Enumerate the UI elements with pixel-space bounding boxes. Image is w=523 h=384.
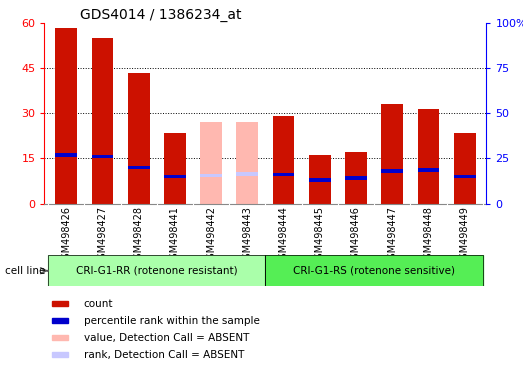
Bar [266,255,483,286]
Text: percentile rank within the sample: percentile rank within the sample [84,316,259,326]
Bar [164,133,186,204]
Bar [48,255,266,286]
Bar [454,133,475,204]
Bar [164,175,186,178]
Text: GSM498444: GSM498444 [279,206,289,265]
Bar [272,116,294,204]
Text: GSM498447: GSM498447 [387,206,397,265]
Bar [345,152,367,204]
Bar [417,109,439,204]
Bar [52,301,69,306]
Bar [200,122,222,204]
Text: GSM498441: GSM498441 [170,206,180,265]
Text: GSM498427: GSM498427 [97,206,107,265]
Text: cell line: cell line [5,266,46,276]
Text: GSM498449: GSM498449 [460,206,470,265]
Bar [266,255,483,286]
Text: GSM498446: GSM498446 [351,206,361,265]
Bar [381,104,403,204]
Bar [309,156,331,204]
Bar [48,255,266,286]
Bar [52,335,69,340]
Bar [55,28,77,204]
Bar [381,169,403,173]
Bar [55,153,77,157]
Text: GSM498442: GSM498442 [206,206,216,265]
Bar [128,166,150,169]
Bar [236,122,258,204]
Bar [345,177,367,180]
Bar [272,173,294,177]
Bar [52,353,69,357]
Text: GDS4014 / 1386234_at: GDS4014 / 1386234_at [80,8,241,22]
Bar [454,175,475,178]
Text: CRI-G1-RR (rotenone resistant): CRI-G1-RR (rotenone resistant) [76,266,237,276]
Text: value, Detection Call = ABSENT: value, Detection Call = ABSENT [84,333,249,343]
Text: rank, Detection Call = ABSENT: rank, Detection Call = ABSENT [84,350,244,360]
Text: CRI-G1-RS (rotenone sensitive): CRI-G1-RS (rotenone sensitive) [293,266,455,276]
Text: GSM498445: GSM498445 [315,206,325,265]
Text: GSM498426: GSM498426 [61,206,71,265]
Bar [92,155,113,159]
Bar [236,172,258,175]
Bar [200,174,222,177]
Bar [92,38,113,204]
Text: GSM498428: GSM498428 [134,206,144,265]
Bar [417,168,439,172]
Text: GSM498448: GSM498448 [424,206,434,265]
Bar [309,178,331,182]
Text: count: count [84,299,113,309]
Text: GSM498443: GSM498443 [242,206,252,265]
Bar [128,73,150,204]
Bar [52,318,69,323]
